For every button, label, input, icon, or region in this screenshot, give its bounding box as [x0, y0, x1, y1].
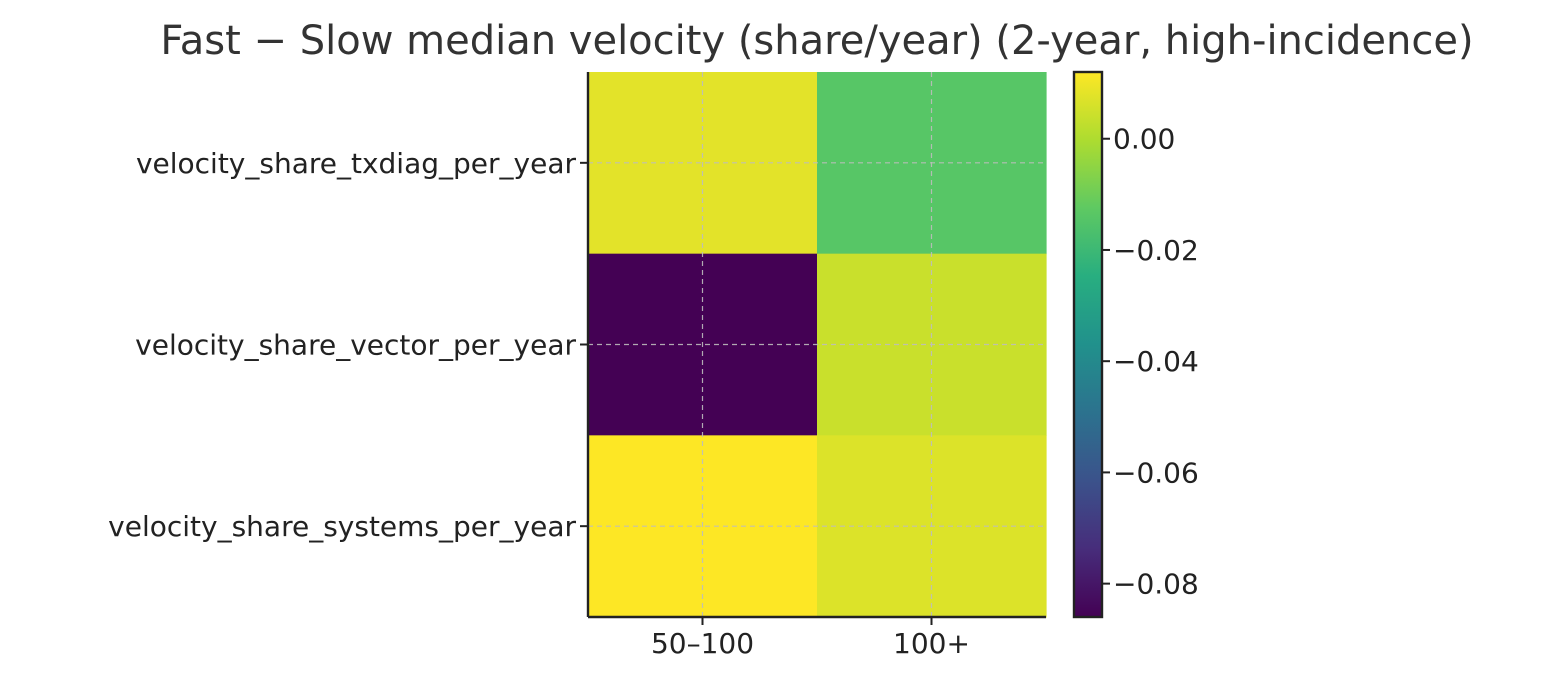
y-tick-label: velocity_share_txdiag_per_year — [136, 147, 577, 180]
y-tick-label: velocity_share_vector_per_year — [135, 329, 576, 362]
colorbar-ticks: 0.00 −0.02 −0.04 −0.06 −0.08 — [1102, 123, 1199, 601]
colorbar-tick-label: −0.08 — [1113, 568, 1199, 601]
x-tick-label: 50–100 — [651, 627, 754, 660]
colorbar-gradient — [1074, 72, 1102, 617]
chart-title: Fast − Slow median velocity (share/year)… — [160, 18, 1473, 64]
colorbar-border — [1072, 70, 1104, 619]
y-tick-label: velocity_share_systems_per_year — [108, 510, 576, 543]
y-axis-ticks: velocity_share_txdiag_per_year velocity_s… — [108, 147, 588, 543]
colorbar-tick-label: −0.04 — [1113, 345, 1199, 378]
colorbar-tick-label: −0.02 — [1113, 234, 1199, 267]
colorbar: 0.00 −0.02 −0.04 −0.06 −0.08 — [1072, 70, 1199, 619]
colorbar-tick-label: −0.06 — [1113, 456, 1199, 489]
grid-lines — [588, 72, 1046, 617]
colorbar-tick-label: 0.00 — [1113, 123, 1175, 156]
x-axis-ticks: 50–100 100+ — [651, 617, 970, 660]
x-tick-label: 100+ — [893, 627, 970, 660]
